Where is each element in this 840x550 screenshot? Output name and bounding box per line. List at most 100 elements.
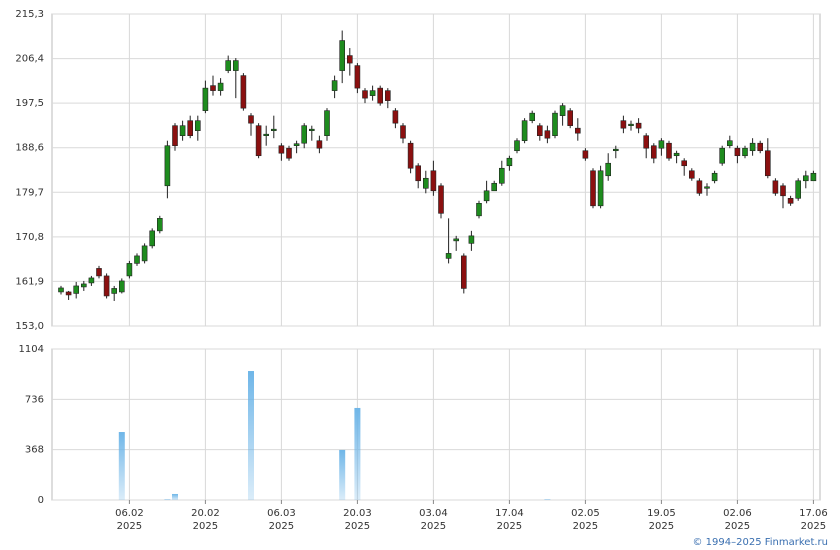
candle-body: [498, 167, 505, 184]
x-tick-label: 20.03: [343, 508, 372, 519]
candle-body: [544, 130, 551, 139]
candle-body: [772, 180, 779, 194]
volume-bar: [164, 499, 171, 500]
candle-body: [88, 277, 95, 284]
candle-body: [673, 152, 680, 157]
candle-body: [392, 110, 399, 124]
x-tick-label: 17.04: [495, 508, 524, 519]
candle-body: [172, 125, 178, 147]
candle-body: [316, 140, 323, 149]
candle-body: [255, 125, 262, 157]
candle-body: [407, 142, 414, 169]
candle-body: [780, 185, 786, 197]
candle-body: [331, 80, 338, 91]
volume-tick-label: 0: [38, 495, 44, 506]
candle-body: [460, 255, 467, 289]
candle-body: [210, 85, 216, 91]
candle-body: [400, 125, 406, 139]
volume-bar: [339, 449, 346, 500]
candle-body: [483, 190, 490, 202]
candle-body: [415, 165, 422, 182]
x-tick-label: 02.06: [723, 508, 752, 519]
volume-tick-label: 1104: [19, 344, 44, 355]
volume-bar: [354, 407, 361, 500]
candle-body: [445, 253, 452, 259]
candle-body: [787, 197, 794, 204]
candle-body: [468, 235, 475, 244]
x-year-label: 2025: [801, 521, 826, 532]
volume-bar: [118, 432, 125, 500]
candle-body: [711, 172, 718, 182]
candle-body: [149, 230, 155, 247]
candle-body: [65, 291, 72, 296]
candle-body: [263, 133, 270, 136]
candle-body: [377, 87, 384, 104]
candle-body: [157, 218, 163, 232]
volume-bar: [544, 499, 551, 500]
plot-layer: 153,0 161,9 170,8 179,7 188,6 197,5 206,4 215,3…: [15, 9, 827, 532]
x-year-label: 2025: [421, 521, 446, 532]
x-tick-label: 03.04: [419, 508, 448, 519]
volume-bar: [248, 371, 254, 500]
candle-body: [681, 160, 688, 167]
candle-body: [384, 90, 391, 101]
candle-body: [422, 177, 429, 189]
candle-body: [559, 105, 566, 116]
candle-body: [643, 135, 650, 149]
y-tick-label: 197,5: [15, 98, 44, 109]
candle-body: [179, 125, 186, 136]
candle-body: [270, 128, 277, 131]
candle-body: [688, 170, 695, 179]
candle-body: [590, 170, 596, 207]
candle-body: [248, 115, 254, 124]
candle-body: [286, 147, 292, 159]
candle-body: [81, 283, 87, 288]
y-tick-label: 206,4: [15, 54, 44, 65]
volume-tick-label: 368: [25, 445, 44, 456]
volume-tick-label: 736: [25, 394, 44, 405]
candle-body: [58, 287, 64, 293]
candle-body: [810, 172, 817, 182]
candle-body: [757, 142, 764, 152]
y-tick-label: 153,0: [15, 321, 44, 332]
candle-body: [802, 175, 809, 182]
candle-body: [103, 275, 110, 297]
candle-body: [430, 170, 437, 192]
candle-body: [346, 55, 353, 64]
x-year-label: 2025: [649, 521, 674, 532]
candle-body: [795, 180, 802, 199]
x-year-label: 2025: [117, 521, 142, 532]
x-tick-label: 17.06: [799, 508, 828, 519]
candle-body: [514, 140, 520, 152]
candle-body: [567, 110, 574, 126]
candle-body: [195, 120, 201, 131]
candle-body: [582, 150, 589, 159]
candle-body: [233, 60, 239, 71]
candle-body: [628, 123, 634, 126]
x-year-label: 2025: [573, 521, 598, 532]
candle-body: [658, 140, 665, 149]
candle-body: [764, 150, 771, 177]
candle-body: [119, 280, 125, 293]
candle-body: [749, 142, 756, 152]
x-year-label: 2025: [497, 521, 522, 532]
candle-body: [742, 147, 748, 157]
candle-body: [650, 145, 657, 159]
candle-body: [734, 147, 741, 157]
candle-body: [141, 245, 148, 262]
candle-body: [704, 186, 710, 189]
candle-body: [491, 182, 498, 192]
candle-body: [536, 125, 543, 136]
candle-body: [620, 120, 627, 129]
x-year-label: 2025: [345, 521, 370, 532]
x-tick-label: 19.05: [647, 508, 676, 519]
candle-body: [278, 145, 285, 154]
candle-body: [126, 263, 133, 277]
candle-body: [240, 75, 247, 109]
candle-body: [521, 120, 528, 142]
x-year-label: 2025: [725, 521, 750, 532]
candle-body: [529, 112, 536, 121]
candle-body: [574, 127, 581, 134]
x-tick-label: 20.02: [191, 508, 220, 519]
